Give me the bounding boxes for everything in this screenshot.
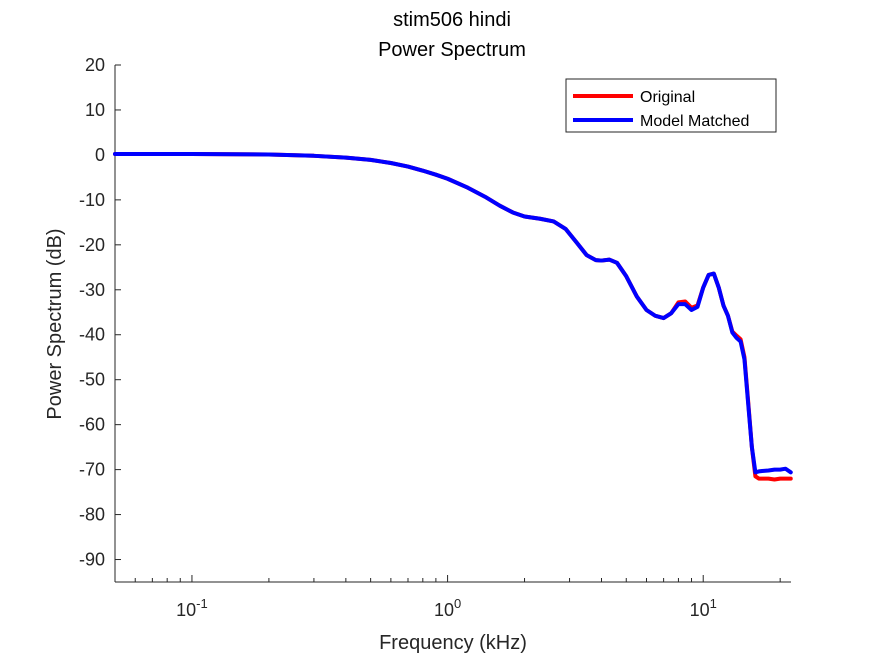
x-tick-label: 10-1 <box>176 596 208 620</box>
y-tick-label: -90 <box>79 550 105 570</box>
y-tick-label: 0 <box>95 145 105 165</box>
y-tick-label: -80 <box>79 505 105 525</box>
y-tick-label: 20 <box>85 55 105 75</box>
legend-label-original: Original <box>640 89 695 106</box>
legend-box <box>565 78 777 133</box>
y-tick-label: 10 <box>85 100 105 120</box>
y-tick-label: -50 <box>79 370 105 390</box>
y-tick-label: -30 <box>79 280 105 300</box>
legend: Original Model Matched <box>565 78 777 133</box>
y-tick-label: -60 <box>79 415 105 435</box>
x-tick-label: 100 <box>434 596 461 620</box>
y-tick-label: -10 <box>79 190 105 210</box>
y-tick-label: -20 <box>79 235 105 255</box>
y-tick-label: -40 <box>79 325 105 345</box>
legend-label-model-matched: Model Matched <box>640 113 749 130</box>
y-tick-label: -70 <box>79 460 105 480</box>
x-ticks: 10-1 100 101 <box>176 575 717 620</box>
y-ticks: 20 10 0 -10 -20 -30 -40 -50 -60 -70 -80 -90 <box>79 55 121 570</box>
chart-title: stim506 hindi <box>393 9 511 31</box>
y-axis-label: Power Spectrum (dB) <box>44 228 66 419</box>
series-line-model-matched <box>113 152 793 475</box>
x-minor-ticks <box>114 578 781 582</box>
series-lines <box>113 152 793 482</box>
x-axis-label: Frequency (kHz) <box>379 632 527 654</box>
chart-subtitle: Power Spectrum <box>378 39 526 61</box>
x-tick-label: 101 <box>690 596 717 620</box>
